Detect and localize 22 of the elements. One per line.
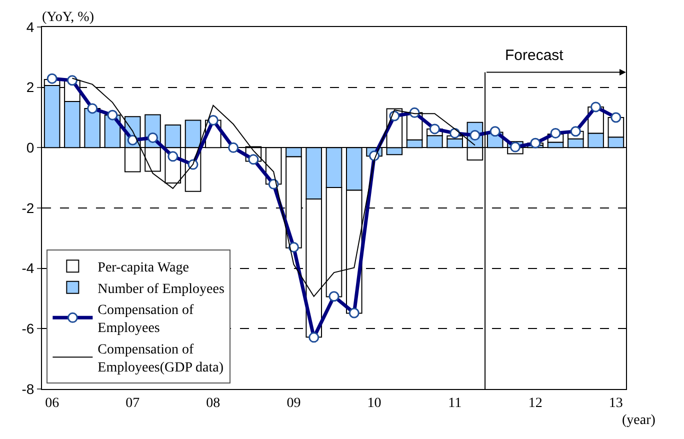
- legend-label: Compensation of Employees: [98, 303, 194, 336]
- y-tick-label: -6: [22, 320, 34, 337]
- y-tick-label: 4: [26, 18, 34, 35]
- legend-label: Per-capita Wage: [98, 260, 189, 276]
- y-tick-label: -2: [22, 200, 34, 216]
- y-tick-label: 0: [26, 140, 34, 156]
- x-tick-label: 11: [448, 396, 462, 411]
- x-tick-label: 08: [206, 396, 220, 411]
- y-tick-label: -4: [22, 260, 34, 276]
- ref-line-label: Forecast: [505, 47, 564, 64]
- x-axis-title: (year): [622, 413, 656, 428]
- y-tick-label: -8: [22, 380, 34, 397]
- x-tick-label: 13: [608, 396, 623, 411]
- x-tick-label: 09: [286, 396, 301, 411]
- y-axis-title: (YoY, %): [42, 10, 94, 25]
- x-tick-label: 07: [126, 396, 140, 411]
- x-tick-label: 10: [367, 396, 382, 411]
- legend-label: Number of Employees: [98, 282, 224, 297]
- y-tick-label: 2: [26, 79, 34, 96]
- x-tick-label: 06: [45, 396, 60, 411]
- x-tick-label: 12: [528, 396, 542, 411]
- legend-label: Compensation of Employees(GDP data): [98, 342, 224, 376]
